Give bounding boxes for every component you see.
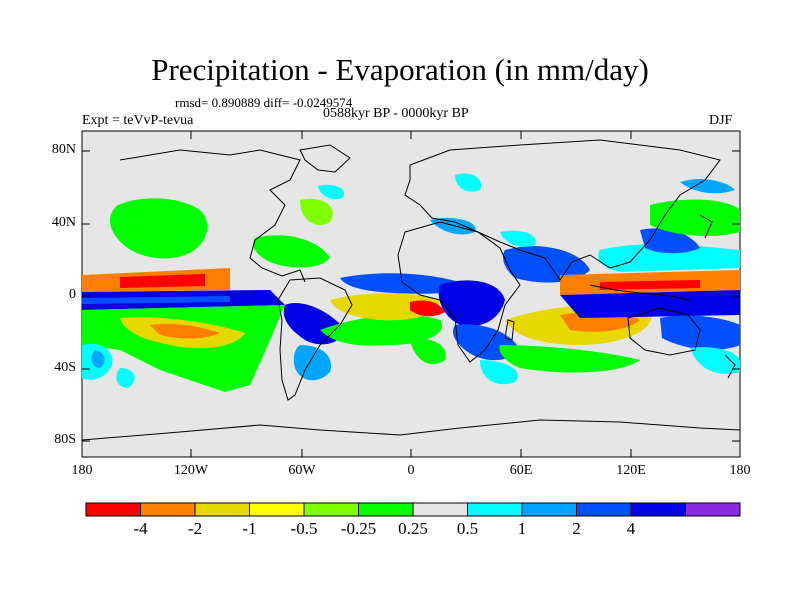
colorbar-label: -0.5 (290, 519, 318, 538)
season-label: DJF (709, 113, 733, 128)
lat-label-0: 0 (69, 287, 76, 302)
colorbar-swatch-0 (85, 502, 141, 517)
coast-africa (397, 221, 521, 363)
field-spac-orange (150, 323, 220, 339)
colorbar-swatch-8 (521, 502, 577, 517)
field-eqpac-red-n (120, 274, 205, 288)
field-afr-blue (438, 280, 505, 327)
pme-field (82, 173, 740, 392)
colorbar-label: -1 (242, 519, 257, 538)
lat-label-80n: 80N (51, 142, 76, 157)
field-nafr-cyan (318, 184, 345, 200)
colorbar-swatch-2 (194, 502, 250, 517)
colorbar-swatch-1 (140, 502, 196, 517)
field-atl-red (410, 300, 445, 317)
field-spac-blue (91, 350, 105, 368)
lon-label-180w: 180 (71, 463, 93, 478)
field-wpac-blue-n (640, 228, 700, 254)
coast-madagascar (504, 319, 515, 341)
field-atl-yellow (330, 293, 440, 321)
colorbar-swatch-7 (467, 502, 523, 517)
colorbar (85, 502, 741, 517)
coast-south-america (277, 277, 353, 401)
field-nind-blue (503, 246, 590, 283)
colorbar-swatch-4 (303, 502, 359, 517)
axis-ticks (82, 131, 740, 457)
field-nwpac-cyan (680, 179, 735, 194)
lat-label-40s: 40S (54, 360, 76, 375)
field-safr-green (410, 338, 446, 365)
field-samer-cyan (293, 345, 331, 381)
coast-greenland (299, 144, 351, 173)
coast-australia (627, 307, 701, 356)
field-atl-blue (340, 273, 470, 294)
lon-label-120w: 120W (173, 463, 209, 478)
lon-label-180e: 180 (729, 463, 751, 478)
stats-text: rmsd= 0.890889 diff= -0.0249574 (175, 95, 353, 110)
lon-label-60w: 60W (288, 463, 316, 478)
coast-new-zealand (724, 354, 736, 379)
coast-antarctica (81, 419, 741, 441)
chart-title: Precipitation - Evaporation (in mm/day) (151, 52, 649, 87)
field-wpac-red (600, 280, 700, 290)
field-natl-green (253, 235, 330, 268)
coast-indonesia (589, 284, 691, 301)
coast-eurasia (404, 139, 721, 281)
coast-japan (699, 214, 713, 239)
colorbar-swatch-11 (685, 502, 741, 517)
field-spac-cyan-2 (116, 368, 135, 388)
colorbar-label: 4 (626, 519, 636, 538)
field-npacw-green (650, 199, 740, 236)
colorbar-swatch-9 (576, 502, 632, 517)
colorbar-label: -0.25 (340, 519, 377, 538)
colorbar-swatch-3 (249, 502, 305, 517)
lon-label-0: 0 (407, 463, 415, 478)
experiment-label: Expt = teVvP-tevua (82, 113, 194, 128)
lat-label-40n: 40N (51, 215, 76, 230)
colorbar-label: 1 (517, 519, 527, 538)
field-ind-cyan (480, 360, 518, 385)
field-satl-green (320, 314, 442, 346)
colorbar-label: 2 (572, 519, 581, 538)
colorbar-swatch-6 (412, 502, 468, 517)
field-wpac-blue (560, 290, 740, 318)
colorbar-swatch-10 (630, 502, 686, 517)
field-eqpac-blue-2 (82, 296, 230, 304)
lon-label-60e: 60E (509, 463, 533, 478)
field-ind-green (499, 345, 640, 373)
coastlines (81, 139, 741, 441)
field-nind-cyan (500, 230, 536, 247)
lon-label-120e: 120E (616, 463, 646, 478)
coast-north-america (119, 149, 306, 283)
colorbar-label: -2 (187, 519, 203, 538)
period-label: 0588kyr BP - 0000kyr BP (323, 106, 469, 121)
field-aus-cyan (690, 347, 740, 374)
colorbar-swatch-5 (358, 502, 414, 517)
field-natl-green-2 (300, 198, 333, 226)
field-npac-green (109, 198, 208, 259)
lat-label-80s: 80S (54, 432, 76, 447)
colorbar-label: 0.25 (398, 519, 428, 538)
colorbar-label: -4 (133, 519, 148, 538)
colorbar-label: 0.5 (456, 519, 479, 538)
field-euro-cyan (455, 173, 481, 192)
field-aus-blue (660, 315, 740, 350)
field-wpac-cyan (598, 244, 740, 272)
